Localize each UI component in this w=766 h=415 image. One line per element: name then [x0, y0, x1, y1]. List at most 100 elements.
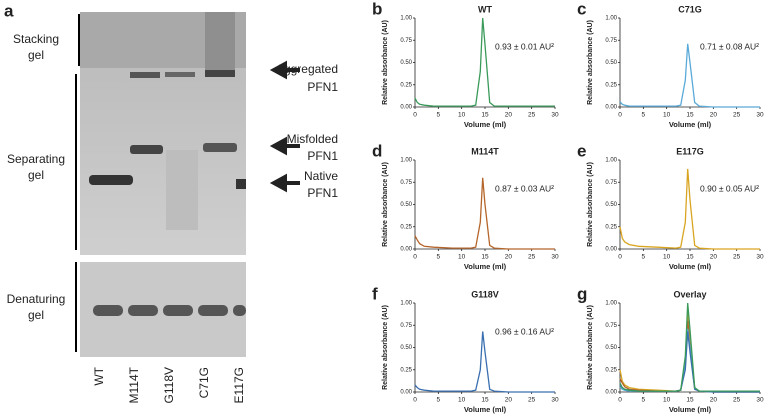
gel-region-label: Denaturing: [7, 292, 66, 306]
annotation: 0.96 ± 0.16 AU²: [495, 327, 554, 337]
chart-title: WT: [478, 4, 492, 14]
y-axis-label: Relative absorbance (AU): [382, 305, 389, 390]
y-tick-label: 0.50: [400, 345, 412, 351]
annotation: 0.90 ± 0.05 AU²: [700, 184, 759, 194]
y-tick-label: 1.00: [605, 158, 617, 164]
x-tick-label: 10: [458, 112, 466, 119]
arrow: [269, 136, 300, 156]
band: [198, 305, 228, 316]
band-label: PFN1: [307, 149, 338, 163]
y-tick-label: 0.50: [605, 345, 617, 351]
band: [128, 305, 158, 316]
x-tick-label: 15: [481, 112, 489, 119]
band: [130, 72, 160, 78]
chart-title: Overlay: [673, 289, 706, 299]
x-tick-label: 25: [733, 254, 741, 261]
chart-title: G118V: [471, 289, 499, 299]
y-tick-label: 0.00: [400, 247, 412, 253]
gel-region-label: gel: [28, 308, 44, 322]
y-tick-label: 0.75: [605, 38, 617, 44]
x-tick-label: 25: [528, 112, 536, 119]
x-tick-label: 15: [481, 397, 489, 404]
panel-label: a: [4, 1, 14, 20]
band-label: Native: [304, 169, 338, 183]
x-tick-label: 20: [505, 397, 513, 404]
chart-title: M114T: [471, 146, 499, 156]
annotation: 0.87 ± 0.03 AU²: [495, 184, 554, 194]
x-tick-label: 20: [710, 254, 718, 261]
x-tick-label: 0: [618, 254, 622, 261]
annotation: 0.93 ± 0.01 AU²: [495, 42, 554, 52]
y-tick-label: 1.00: [605, 16, 617, 22]
x-tick-label: 25: [733, 112, 741, 119]
x-tick-label: 15: [686, 397, 694, 404]
band: [93, 305, 123, 316]
y-tick-label: 1.00: [400, 301, 412, 307]
y-axis-label: Relative absorbance (AU): [382, 162, 389, 247]
x-tick-label: 25: [733, 397, 741, 404]
lane-label: G118V: [162, 367, 176, 403]
panel-label: d: [372, 141, 382, 160]
x-tick-label: 0: [413, 112, 417, 119]
y-tick-label: 0.75: [400, 180, 412, 186]
y-tick-label: 0.25: [605, 367, 617, 373]
x-tick-label: 0: [413, 397, 417, 404]
line: [619, 302, 760, 392]
x-tick-label: 5: [437, 254, 441, 261]
panel-label: e: [577, 141, 586, 160]
x-tick-label: 30: [551, 397, 559, 404]
aggregate-smear: [205, 12, 235, 72]
band: [233, 305, 246, 316]
band: [89, 175, 133, 185]
x-axis-label: Volume (ml): [669, 405, 712, 414]
line: [414, 17, 555, 107]
x-axis-label: Volume (ml): [669, 262, 712, 271]
x-tick-label: 30: [756, 254, 764, 261]
y-tick-label: 0.00: [605, 390, 617, 396]
band-label: PFN1: [307, 80, 338, 94]
y-tick-label: 0.75: [400, 323, 412, 329]
x-tick-label: 0: [618, 112, 622, 119]
line: [414, 177, 555, 250]
y-tick-label: 0.00: [605, 105, 617, 111]
panel-label: f: [372, 284, 378, 303]
gel-region-label: Separating: [7, 152, 65, 166]
y-tick-label: 1.00: [605, 301, 617, 307]
x-tick-label: 10: [663, 397, 671, 404]
y-tick-label: 0.00: [400, 390, 412, 396]
x-tick-label: 30: [551, 112, 559, 119]
y-tick-label: 1.00: [400, 158, 412, 164]
x-tick-label: 20: [505, 112, 513, 119]
lane-label: C71G: [197, 367, 211, 398]
x-tick-label: 10: [663, 112, 671, 119]
y-tick-label: 0.25: [400, 224, 412, 230]
gel-region-label: Stacking: [13, 32, 59, 46]
y-tick-label: 1.00: [400, 16, 412, 22]
band: [205, 70, 235, 77]
panel-label: c: [577, 0, 586, 18]
x-axis-label: Volume (ml): [669, 120, 712, 129]
x-tick-label: 5: [437, 112, 441, 119]
x-tick-label: 5: [437, 397, 441, 404]
x-tick-label: 20: [710, 112, 718, 119]
y-tick-label: 0.50: [400, 202, 412, 208]
y-tick-label: 0.25: [605, 224, 617, 230]
x-tick-label: 15: [686, 112, 694, 119]
y-axis-label: Relative absorbance (AU): [382, 20, 389, 105]
band: [130, 145, 163, 154]
x-tick-label: 5: [642, 112, 646, 119]
y-axis-label: Relative absorbance (AU): [587, 162, 594, 247]
line: [619, 168, 760, 250]
x-axis-label: Volume (ml): [464, 120, 507, 129]
band: [163, 305, 193, 316]
line: [619, 43, 760, 108]
gel-region-label: gel: [28, 168, 44, 182]
y-axis-label: Relative absorbance (AU): [587, 305, 594, 390]
x-axis-label: Volume (ml): [464, 262, 507, 271]
x-tick-label: 0: [413, 254, 417, 261]
y-tick-label: 0.50: [605, 60, 617, 66]
y-tick-label: 0.75: [605, 180, 617, 186]
lane-label: WT: [92, 366, 106, 385]
y-tick-label: 0.25: [400, 82, 412, 88]
